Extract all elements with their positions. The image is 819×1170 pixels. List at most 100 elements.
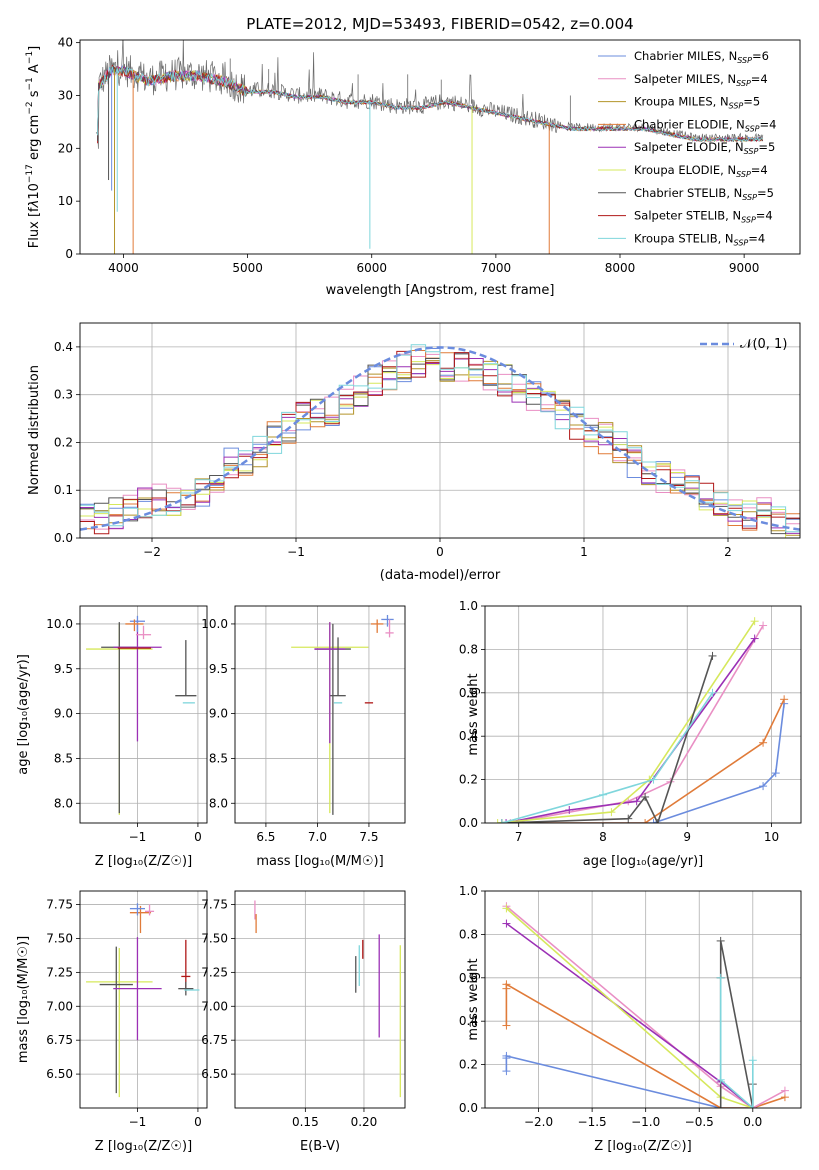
- mass-weight-line: [501, 698, 785, 823]
- y-tick-label: 8.5: [209, 751, 228, 765]
- mass-weight-line: [505, 638, 756, 823]
- y-tick-label: 9.5: [209, 662, 228, 676]
- residual-histogram-step: [80, 344, 800, 533]
- panel-marks: [291, 614, 394, 815]
- y-tick-label: 0.0: [54, 531, 73, 545]
- x-axis-label: Z [log₁₀(Z/Z☉)]: [95, 1139, 192, 1154]
- y-tick-label: 7.50: [201, 931, 228, 945]
- residual-axes: −2 −1 0 1 2 0.0 0.1 0.2 0.3 0.4: [54, 340, 732, 559]
- panel-axes: 7 8 9 10 0.0 0.2 0.4 0.6 0.8 1.0 age [log₁₀(age/yr…: [459, 599, 779, 869]
- y-tick-label: 6.75: [201, 1033, 228, 1047]
- residual-xlabel: (data-model)/error: [380, 568, 501, 583]
- y-axis-label: age [log₁₀(age/yr)]: [16, 654, 31, 775]
- x-tick-label: 7.0: [308, 830, 327, 844]
- legend-label: Chabrier MILES, NSSP=6: [634, 49, 769, 65]
- y-tick-label: 20: [58, 141, 73, 155]
- x-tick-label: 0: [436, 545, 444, 559]
- y-tick-label: 0.2: [459, 1058, 478, 1072]
- y-tick-label: 0.0: [459, 1101, 478, 1115]
- legend-label: Salpeter STELIB, NSSP=4: [634, 209, 773, 225]
- x-tick-label: 9000: [729, 261, 760, 275]
- x-axis-label: Z [log₁₀(Z/Z☉)]: [95, 854, 192, 869]
- y-tick-label: 9.5: [54, 662, 73, 676]
- y-axis-label: mass weight: [466, 673, 481, 755]
- x-tick-label: −1: [129, 1115, 147, 1129]
- small-panel-2: −1 0 8.0 8.5 9.0 9.5 10.0 Z [log₁₀(Z/Z☉)] age [l…: [16, 605, 208, 869]
- y-tick-label: 7.25: [46, 965, 73, 979]
- panel-axes: −1 0 8.0 8.5 9.0 9.5 10.0 Z [log₁₀(Z/Z☉)] age [l…: [16, 617, 202, 869]
- panel-frame: [79, 605, 208, 824]
- x-tick-label: 8000: [605, 261, 636, 275]
- small-panel-5: −1 0 6.50 6.75 7.00 7.25 7.50 7.75 Z [log₁₀(Z/Z☉…: [16, 890, 208, 1154]
- panel-frame: [484, 890, 802, 1109]
- y-tick-label: 0.4: [459, 1014, 478, 1028]
- x-tick-label: −2: [143, 545, 161, 559]
- gaussian-curve: [80, 346, 800, 531]
- y-tick-label: 7.00: [46, 999, 73, 1013]
- model-spectrum-line: [97, 64, 764, 142]
- mass-weight-line: [505, 982, 786, 1108]
- mass-weight-line: [501, 703, 785, 823]
- y-tick-label: 8.5: [54, 751, 73, 765]
- mass-weight-line: [719, 977, 754, 1108]
- x-tick-label: 10: [764, 830, 779, 844]
- x-tick-label: 9: [683, 830, 691, 844]
- legend-label: Kroupa ELODIE, NSSP=4: [634, 163, 768, 179]
- x-tick-label: 7.5: [359, 830, 378, 844]
- panel-marks: [254, 900, 401, 1098]
- y-tick-label: 0.2: [459, 773, 478, 787]
- small-panel-6: 0.15 0.20 6.50 6.75 7.00 7.25 7.50 7.75 E(B-V): [201, 890, 406, 1154]
- spectrum-axes-frame: [79, 39, 801, 255]
- x-tick-label: 6.5: [256, 830, 275, 844]
- residual-panel: −2 −1 0 1 2 0.0 0.1 0.2 0.3 0.4 (data-model)/erro…: [27, 322, 801, 583]
- x-tick-label: −2.0: [524, 1115, 553, 1129]
- panel-axes: −1 0 6.50 6.75 7.00 7.25 7.50 7.75 Z [log₁₀(Z/Z☉…: [16, 898, 202, 1154]
- residual-ylabel: Normed distribution: [27, 365, 42, 495]
- y-tick-label: 0.4: [54, 340, 73, 354]
- mass-weight-line: [510, 625, 764, 823]
- y-tick-label: 0.6: [459, 971, 478, 985]
- x-axis-label: Z [log₁₀(Z/Z☉)]: [594, 1139, 691, 1154]
- y-tick-label: 1.0: [459, 884, 478, 898]
- panel-frame: [484, 605, 802, 824]
- y-tick-label: 0.2: [54, 435, 73, 449]
- mass-weight-line: [719, 940, 754, 1108]
- spectrum-xlabel: wavelength [Angstrom, rest frame]: [326, 283, 555, 298]
- panel-frame: [234, 890, 406, 1109]
- y-tick-label: 6.50: [201, 1067, 228, 1081]
- spectrum-title: PLATE=2012, MJD=53493, FIBERID=0542, z=0…: [246, 15, 633, 33]
- x-tick-label: −1.0: [631, 1115, 660, 1129]
- x-tick-label: −0.5: [685, 1115, 714, 1129]
- x-tick-label: 0.15: [292, 1115, 319, 1129]
- x-tick-label: 2: [724, 545, 732, 559]
- spectrum-legend: Chabrier MILES, NSSP=6 Salpeter MILES, NS…: [598, 49, 776, 247]
- panel-axes: −2.0 −1.5 −1.0 −0.5 0.0 0.0 0.2 0.4 0.6 0.8 1.0 Z […: [459, 884, 762, 1154]
- y-tick-label: 30: [58, 88, 73, 102]
- x-tick-label: 0: [194, 830, 202, 844]
- x-axis-label: mass [log₁₀(M/M☉)]: [256, 854, 383, 869]
- x-tick-label: 0: [194, 1115, 202, 1129]
- y-tick-label: 7.75: [201, 898, 228, 912]
- legend-label: Salpeter MILES, NSSP=4: [634, 72, 768, 88]
- spectrum-lines: [95, 40, 764, 254]
- spectrum-panel: PLATE=2012, MJD=53493, FIBERID=0542, z=0…: [25, 15, 801, 298]
- panel-marks: [502, 902, 789, 1108]
- y-tick-label: 0.4: [459, 729, 478, 743]
- y-tick-label: 40: [58, 36, 73, 50]
- y-tick-label: 10.0: [46, 617, 73, 631]
- y-tick-label: 7.00: [201, 999, 228, 1013]
- x-tick-label: 1: [580, 545, 588, 559]
- residual-histograms: [80, 344, 800, 538]
- x-tick-label: 5000: [232, 261, 263, 275]
- legend-label: Chabrier STELIB, NSSP=5: [634, 186, 774, 202]
- x-tick-label: 0.20: [351, 1115, 378, 1129]
- small-panel-3: 6.5 7.0 7.5 8.0 8.5 9.0 9.5 10.0 mass [log₁₀(M/M…: [201, 605, 406, 869]
- x-tick-label: −1.5: [578, 1115, 607, 1129]
- y-tick-label: 0.0: [459, 816, 478, 830]
- panel-frame: [234, 605, 406, 824]
- y-tick-label: 8.0: [209, 796, 228, 810]
- x-axis-label: age [log₁₀(age/yr)]: [583, 854, 704, 869]
- y-tick-label: 9.0: [209, 707, 228, 721]
- y-tick-label: 8.0: [54, 796, 73, 810]
- x-tick-label: 7: [515, 830, 523, 844]
